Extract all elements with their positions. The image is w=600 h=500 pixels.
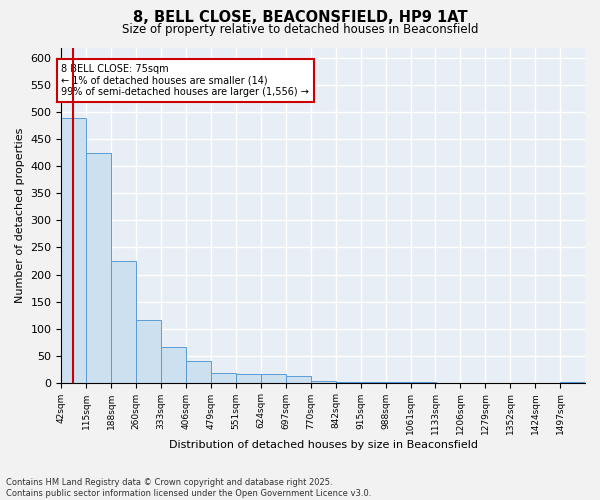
Bar	[161, 348, 186, 382]
Bar	[86, 153, 112, 382]
Bar	[186, 361, 211, 382]
Bar	[311, 381, 336, 382]
Bar	[136, 320, 161, 382]
Bar	[261, 374, 286, 382]
Y-axis label: Number of detached properties: Number of detached properties	[15, 128, 25, 302]
Bar	[286, 376, 311, 382]
Text: Size of property relative to detached houses in Beaconsfield: Size of property relative to detached ho…	[122, 22, 478, 36]
Bar	[211, 373, 236, 382]
Text: 8, BELL CLOSE, BEACONSFIELD, HP9 1AT: 8, BELL CLOSE, BEACONSFIELD, HP9 1AT	[133, 10, 467, 25]
Text: Contains HM Land Registry data © Crown copyright and database right 2025.
Contai: Contains HM Land Registry data © Crown c…	[6, 478, 371, 498]
Text: 8 BELL CLOSE: 75sqm
← 1% of detached houses are smaller (14)
99% of semi-detache: 8 BELL CLOSE: 75sqm ← 1% of detached hou…	[61, 64, 309, 97]
Bar	[236, 374, 261, 382]
X-axis label: Distribution of detached houses by size in Beaconsfield: Distribution of detached houses by size …	[169, 440, 478, 450]
Bar	[61, 118, 86, 382]
Bar	[112, 261, 136, 382]
